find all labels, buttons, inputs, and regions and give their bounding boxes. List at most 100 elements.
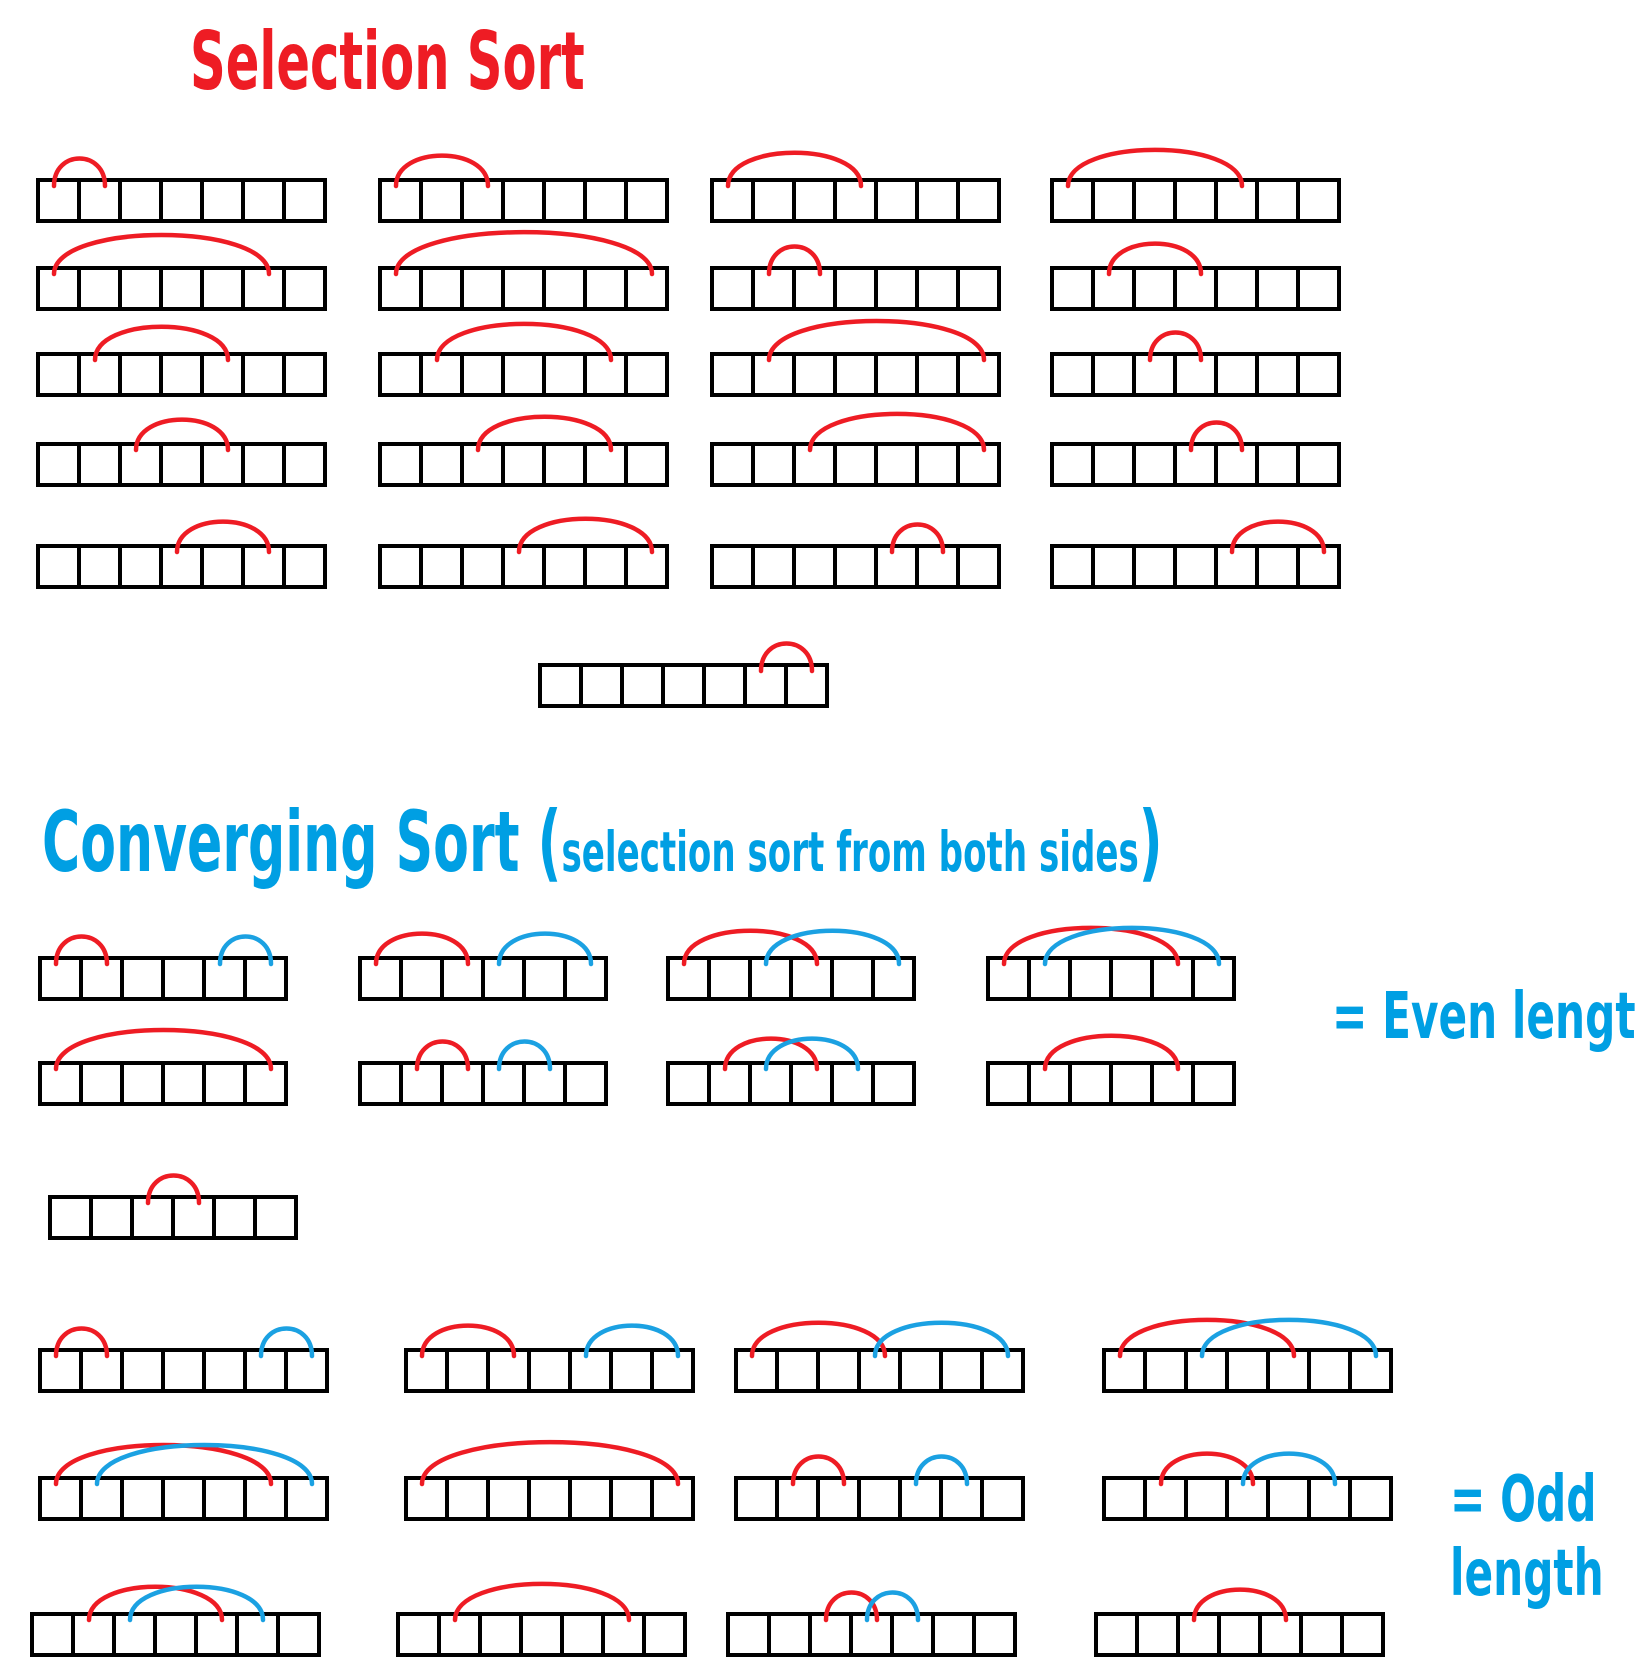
selection-step [378, 153, 669, 223]
converging-odd-step [396, 1581, 687, 1657]
selection-step-array-outline [710, 442, 1001, 487]
selection-sort-title: Selection Sort [190, 15, 585, 108]
selection-step-array [1050, 544, 1341, 589]
converging-odd-step-blue-comparison-arc [1199, 1317, 1379, 1359]
selection-step-array-outline [710, 178, 1001, 223]
selection-step-array-outline [36, 544, 327, 589]
converging-odd-step [734, 1454, 1025, 1521]
selection-step-red-comparison-arc [1147, 330, 1204, 363]
selection-step-array [710, 178, 1001, 223]
converging-odd-step-red-comparison-arc [1158, 1451, 1256, 1487]
selection-step [36, 324, 327, 397]
selection-step [36, 417, 327, 487]
converging-odd-step-blue-comparison-arc [127, 1584, 266, 1623]
converging-even-step-red-comparison-arc [414, 1039, 471, 1072]
selection-step [1050, 330, 1341, 397]
converging-even-step [38, 934, 288, 1001]
converging-odd-step-array-outline [1102, 1476, 1393, 1521]
selection-step-array-outline [1050, 266, 1341, 311]
converging-even-step-array [38, 956, 288, 1001]
converging-odd-step-array [726, 1612, 1017, 1657]
converging-even-step-red-comparison-arc [373, 931, 471, 967]
selection-step-red-comparison-arc [766, 318, 987, 363]
converging-even-step-array [48, 1195, 298, 1240]
converging-odd-step-blue-comparison-arc [1240, 1451, 1338, 1487]
converging-odd-step-array [734, 1476, 1025, 1521]
selection-step-array-outline [710, 544, 1001, 589]
converging-even-step [986, 925, 1236, 1001]
selection-step-array [1050, 442, 1341, 487]
selection-step-red-comparison-arc [889, 522, 946, 555]
converging-even-step-red-comparison-arc [53, 934, 110, 967]
converging-odd-step [38, 1442, 329, 1521]
converging-odd-step-array [396, 1612, 687, 1657]
converging-even-step [358, 931, 608, 1001]
selection-step [538, 641, 829, 708]
converging-odd-step-array-outline [734, 1348, 1025, 1393]
selection-step-red-comparison-arc [1188, 420, 1245, 453]
selection-step [36, 232, 327, 311]
selection-step [378, 414, 669, 487]
converging-odd-step [404, 1439, 695, 1521]
converging-odd-step-array [734, 1348, 1025, 1393]
converging-even-step-red-comparison-arc [1001, 925, 1181, 967]
converging-odd-step-blue-comparison-arc [872, 1320, 1011, 1359]
selection-step [1050, 147, 1341, 223]
converging-odd-step-array-outline [30, 1612, 321, 1657]
converging-even-step-red-comparison-arc [1042, 1033, 1181, 1072]
selection-step-array [710, 442, 1001, 487]
selection-step-array [378, 442, 669, 487]
converging-even-step-array [38, 1061, 288, 1106]
selection-step-red-comparison-arc [393, 153, 491, 189]
selection-step-red-comparison-arc [758, 641, 815, 674]
converging-sort-title-main: Converging Sort [42, 793, 520, 891]
converging-odd-step [38, 1326, 329, 1393]
converging-even-step [666, 928, 916, 1001]
converging-odd-step-array [38, 1476, 329, 1521]
selection-step-red-comparison-arc [516, 516, 655, 555]
converging-odd-step-blue-comparison-arc [94, 1442, 315, 1487]
selection-step-red-comparison-arc [1106, 241, 1204, 277]
selection-step [1050, 420, 1341, 487]
selection-step-red-comparison-arc [51, 232, 272, 277]
selection-step-red-comparison-arc [51, 156, 108, 189]
converging-odd-step-red-comparison-arc [419, 1439, 681, 1487]
converging-odd-step-array-outline [726, 1612, 1017, 1657]
converging-odd-step-array-outline [38, 1476, 329, 1521]
selection-step-array [710, 266, 1001, 311]
selection-step [710, 150, 1001, 223]
even-length-legend: = Even length [1332, 980, 1636, 1054]
selection-step-red-comparison-arc [434, 321, 614, 363]
selection-step-array [1050, 266, 1341, 311]
converging-even-step-red-comparison-arc [681, 928, 820, 967]
selection-step [710, 318, 1001, 397]
converging-even-step [986, 1033, 1236, 1106]
converging-even-step-blue-comparison-arc [496, 931, 594, 967]
converging-odd-step [404, 1323, 695, 1393]
converging-even-step-blue-comparison-arc [217, 934, 274, 967]
selection-step-red-comparison-arc [393, 229, 655, 277]
selection-step [710, 411, 1001, 487]
converging-even-step-blue-comparison-arc [763, 1036, 861, 1072]
converging-odd-step [1102, 1451, 1393, 1521]
selection-step [710, 244, 1001, 311]
converging-odd-step-array-outline [396, 1612, 687, 1657]
selection-step-array-outline [36, 352, 327, 397]
selection-step-array-outline [1050, 544, 1341, 589]
selection-step-array [710, 544, 1001, 589]
converging-even-step-blue-comparison-arc [763, 928, 902, 967]
converging-odd-step-array-outline [404, 1476, 695, 1521]
converging-sort-subtitle: selection sort from both sides [561, 820, 1139, 884]
selection-step-array-outline [36, 178, 327, 223]
converging-sort-title: Converging Sort (selection sort from bot… [42, 800, 1163, 884]
selection-step-array [378, 178, 669, 223]
selection-step [378, 321, 669, 397]
selection-step-red-comparison-arc [725, 150, 864, 189]
converging-even-step-array [358, 956, 608, 1001]
selection-step-array-outline [1050, 442, 1341, 487]
selection-step [1050, 241, 1341, 311]
selection-step-array-outline [710, 266, 1001, 311]
selection-step-array [378, 266, 669, 311]
selection-step-array [36, 178, 327, 223]
converging-odd-step-array [404, 1348, 695, 1393]
